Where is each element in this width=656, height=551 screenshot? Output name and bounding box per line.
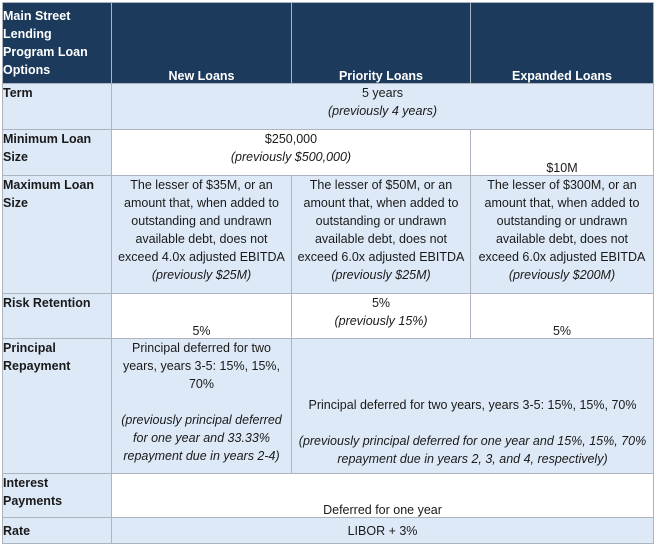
risk-expanded-cell: 5%: [470, 293, 654, 339]
max-loan-priority-line: exceed 6.0x adjusted EBITDA: [297, 250, 465, 264]
max-loan-priority-line: outstanding or undrawn: [315, 214, 447, 228]
row-label-principal-repayment: Principal Repayment: [2, 338, 112, 474]
corner-line: Options: [3, 63, 51, 77]
max-loan-new-line: The lesser of $35M, or an: [130, 178, 273, 192]
row-label-minimum-loan-size: Minimum Loan Size: [2, 129, 112, 176]
max-loan-expanded-previous: (previously $200M): [508, 268, 616, 282]
max-loan-new-line: outstanding and undrawn: [131, 214, 272, 228]
row-maximum-loan-size: Maximum Loan Size The lesser of $35M, or…: [2, 175, 654, 294]
interest-value-cell: Deferred for one year: [111, 473, 654, 518]
max-loan-expanded-cell: The lesser of $300M, or an amount that, …: [470, 175, 654, 294]
spacer: [112, 393, 291, 411]
risk-new-cell: 5%: [111, 293, 292, 339]
principal-other-previous-line: repayment due in years 2, 3, and 4, resp…: [337, 452, 608, 466]
principal-new-cell: Principal deferred for two years, years …: [111, 338, 292, 474]
max-loan-expanded-line: available debt, does not: [495, 232, 629, 246]
principal-new-previous-line: (previously principal deferred: [121, 413, 282, 427]
row-label-term: Term: [2, 83, 112, 130]
row-term: Term 5 years (previously 4 years): [2, 83, 654, 130]
principal-priority-expanded-cell: Principal deferred for two years, years …: [291, 338, 654, 474]
risk-priority-cell: 5% (previously 15%): [291, 293, 471, 339]
spacer: [292, 414, 653, 432]
principal-new-line: Principal deferred for two: [132, 341, 271, 355]
max-loan-new-line: amount that, when added to: [124, 196, 279, 210]
max-loan-expanded-line: amount that, when added to: [484, 196, 640, 210]
row-principal-repayment: Principal Repayment Principal deferred f…: [2, 338, 654, 474]
max-loan-expanded-line: outstanding or undrawn: [496, 214, 628, 228]
principal-other-value: Principal deferred for two years, years …: [308, 398, 637, 412]
column-header-new-loans: New Loans: [111, 2, 292, 84]
max-loan-priority-line: available debt, does not: [314, 232, 448, 246]
max-loan-expanded-line: The lesser of $300M, or an: [487, 178, 637, 192]
max-loan-priority-previous: (previously $25M): [331, 268, 431, 282]
row-interest-payments: Interest Payments Deferred for one year: [2, 473, 654, 518]
min-loan-previous: (previously $500,000): [230, 150, 352, 164]
principal-new-line: years, years 3-5: 15%, 15%,: [122, 359, 281, 373]
row-label-line: Maximum Loan: [3, 178, 94, 192]
row-rate: Rate LIBOR + 3%: [2, 517, 654, 544]
principal-new-previous-line: repayment due in years 2-4): [123, 449, 280, 463]
row-label-line: Repayment: [3, 359, 71, 373]
row-minimum-loan-size: Minimum Loan Size $250,000 (previously $…: [2, 129, 654, 176]
row-label-rate: Rate: [2, 517, 112, 544]
loan-options-table: Main Street Lending Program Loan Options…: [2, 2, 654, 544]
max-loan-new-line: available debt, does not: [135, 232, 268, 246]
column-header-priority-loans: Priority Loans: [291, 2, 471, 84]
row-risk-retention: Risk Retention 5% 5% (previously 15%) 5%: [2, 293, 654, 339]
max-loan-new-line: exceed 4.0x adjusted EBITDA: [118, 250, 285, 264]
row-label-line: Principal: [3, 341, 56, 355]
row-label-line: Minimum Loan: [3, 132, 92, 146]
risk-priority-previous: (previously 15%): [334, 314, 428, 328]
column-header-expanded-loans: Expanded Loans: [470, 2, 654, 84]
principal-new-line: 70%: [188, 377, 215, 391]
max-loan-expanded-line: exceed 6.0x adjusted EBITDA: [478, 250, 646, 264]
row-label-interest-payments: Interest Payments: [2, 473, 112, 518]
corner-header: Main Street Lending Program Loan Options: [2, 2, 112, 84]
min-loan-value: $250,000: [264, 132, 318, 146]
row-label-line: Size: [3, 196, 29, 210]
row-label-line: Payments: [3, 494, 63, 508]
term-value: 5 years: [362, 86, 403, 100]
principal-other-previous-line: (previously principal deferred for one y…: [298, 434, 647, 448]
term-previous: (previously 4 years): [327, 104, 438, 118]
max-loan-new-cell: The lesser of $35M, or an amount that, w…: [111, 175, 292, 294]
max-loan-priority-cell: The lesser of $50M, or an amount that, w…: [291, 175, 471, 294]
row-label-line: Interest: [3, 476, 49, 490]
header-row: Main Street Lending Program Loan Options…: [2, 2, 654, 84]
rate-value-cell: LIBOR + 3%: [111, 517, 654, 544]
principal-new-previous-line: for one year and 33.33%: [133, 431, 270, 445]
max-loan-new-previous: (previously $25M): [151, 268, 252, 282]
row-label-line: Size: [3, 150, 29, 164]
term-value-cell: 5 years (previously 4 years): [111, 83, 654, 130]
min-loan-expanded-cell: $10M: [470, 129, 654, 176]
risk-priority-value: 5%: [371, 296, 391, 310]
corner-line: Lending: [3, 27, 52, 41]
row-label-maximum-loan-size: Maximum Loan Size: [2, 175, 112, 294]
row-label-risk-retention: Risk Retention: [2, 293, 112, 339]
max-loan-priority-line: amount that, when added to: [303, 196, 459, 210]
max-loan-priority-line: The lesser of $50M, or an: [309, 178, 453, 192]
corner-line: Main Street: [3, 9, 71, 23]
min-loan-new-priority-cell: $250,000 (previously $500,000): [111, 129, 471, 176]
corner-line: Program Loan: [3, 45, 88, 59]
